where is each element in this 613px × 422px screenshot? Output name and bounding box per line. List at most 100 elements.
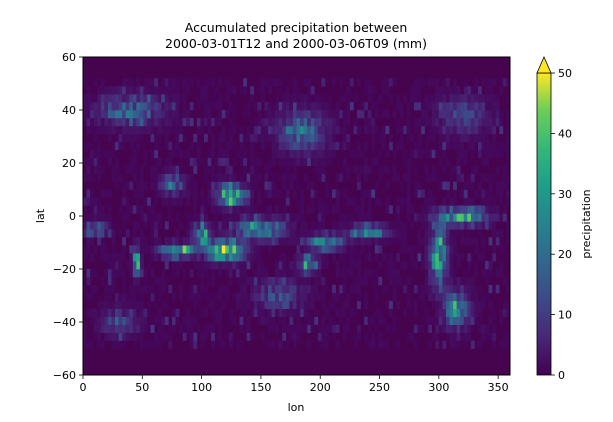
heatmap-cell	[257, 221, 262, 230]
heatmap-cell	[392, 269, 397, 278]
heatmap-cell	[339, 141, 344, 151]
heatmap-cell	[492, 110, 497, 119]
heatmap-cell	[218, 237, 223, 246]
heatmap-cell	[307, 284, 312, 294]
heatmap-cell	[161, 102, 166, 111]
heatmap-cell	[193, 133, 198, 143]
heatmap-cell	[236, 229, 240, 238]
heatmap-cell	[193, 300, 198, 310]
heatmap-cell	[332, 133, 336, 143]
heatmap-cell	[335, 308, 340, 317]
heatmap-cell	[122, 213, 126, 222]
heatmap-cell	[460, 110, 465, 119]
heatmap-cell	[289, 269, 294, 278]
heatmap-cell	[122, 86, 126, 95]
heatmap-cell	[171, 253, 176, 262]
heatmap-cell	[321, 245, 326, 254]
heatmap-cell	[228, 245, 233, 254]
heatmap-cell	[442, 117, 447, 127]
heatmap-cell	[321, 300, 326, 310]
heatmap-cell	[499, 261, 504, 270]
heatmap-cell	[200, 245, 205, 254]
heatmap-cell	[186, 253, 191, 262]
heatmap-cell	[125, 213, 130, 222]
heatmap-cell	[360, 197, 365, 206]
heatmap-cell	[385, 269, 390, 278]
heatmap-cell	[189, 324, 194, 333]
heatmap-cell	[321, 276, 326, 286]
x-tick-label: 100	[191, 381, 212, 394]
heatmap-cell	[139, 133, 144, 143]
heatmap-cell	[303, 221, 308, 230]
heatmap-cell	[268, 340, 272, 349]
heatmap-cell	[289, 117, 294, 127]
heatmap-cell	[228, 141, 233, 151]
heatmap-cell	[506, 173, 510, 182]
heatmap-cell	[399, 261, 404, 270]
heatmap-cell	[292, 300, 297, 310]
heatmap-cell	[413, 125, 418, 135]
heatmap-cell	[470, 237, 475, 246]
heatmap-cell	[100, 316, 105, 325]
heatmap-cell	[385, 86, 390, 95]
heatmap-cell	[300, 308, 304, 317]
heatmap-cell	[139, 110, 144, 119]
heatmap-cell	[150, 149, 155, 158]
heatmap-cell	[356, 165, 361, 174]
heatmap-cell	[310, 110, 315, 119]
heatmap-cell	[122, 141, 126, 151]
heatmap-cell	[356, 78, 361, 87]
heatmap-cell	[438, 261, 443, 270]
heatmap-cell	[364, 189, 368, 198]
heatmap-cell	[428, 245, 433, 254]
heatmap-cell	[453, 332, 457, 341]
heatmap-cell	[332, 110, 336, 119]
heatmap-cell	[371, 340, 376, 349]
heatmap-cell	[303, 269, 308, 278]
heatmap-cell	[328, 133, 333, 143]
heatmap-cell	[186, 117, 191, 127]
heatmap-cell	[125, 78, 130, 87]
heatmap-cell	[506, 340, 510, 349]
heatmap-cell	[115, 300, 119, 310]
heatmap-cell	[495, 181, 500, 190]
heatmap-cell	[328, 125, 333, 135]
heatmap-cell	[456, 117, 461, 127]
heatmap-cell	[118, 332, 123, 341]
heatmap-cell	[243, 237, 247, 246]
heatmap-cell	[136, 102, 141, 111]
heatmap-cell	[485, 102, 489, 111]
heatmap-cell	[278, 149, 283, 158]
heatmap-cell	[207, 253, 212, 262]
heatmap-cell	[314, 157, 319, 166]
heatmap-cell	[300, 102, 304, 111]
heatmap-cell	[236, 213, 240, 222]
heatmap-cell	[239, 157, 244, 166]
heatmap-cell	[186, 189, 191, 198]
heatmap-cell	[175, 261, 180, 270]
heatmap-cell	[207, 181, 212, 190]
heatmap-cell	[463, 276, 468, 286]
heatmap-cell	[303, 284, 308, 294]
heatmap-cell	[389, 308, 393, 317]
heatmap-cell	[328, 117, 333, 127]
heatmap-cell	[424, 245, 429, 254]
heatmap-cell	[253, 229, 258, 238]
heatmap-cell	[129, 269, 134, 278]
heatmap-cell	[182, 269, 187, 278]
heatmap-cell	[264, 141, 269, 151]
heatmap-cell	[374, 125, 379, 135]
heatmap-cell	[107, 221, 112, 230]
heatmap-cell	[200, 332, 205, 341]
heatmap-cell	[225, 110, 230, 119]
heatmap-cell	[221, 205, 226, 214]
heatmap-cell	[435, 125, 440, 135]
heatmap-cell	[453, 308, 457, 317]
heatmap-cell	[413, 78, 418, 87]
heatmap-cell	[371, 133, 376, 143]
heatmap-cell	[396, 102, 400, 111]
heatmap-cell	[378, 173, 383, 182]
heatmap-cell	[385, 253, 390, 262]
heatmap-cell	[218, 181, 223, 190]
heatmap-cell	[157, 245, 162, 254]
